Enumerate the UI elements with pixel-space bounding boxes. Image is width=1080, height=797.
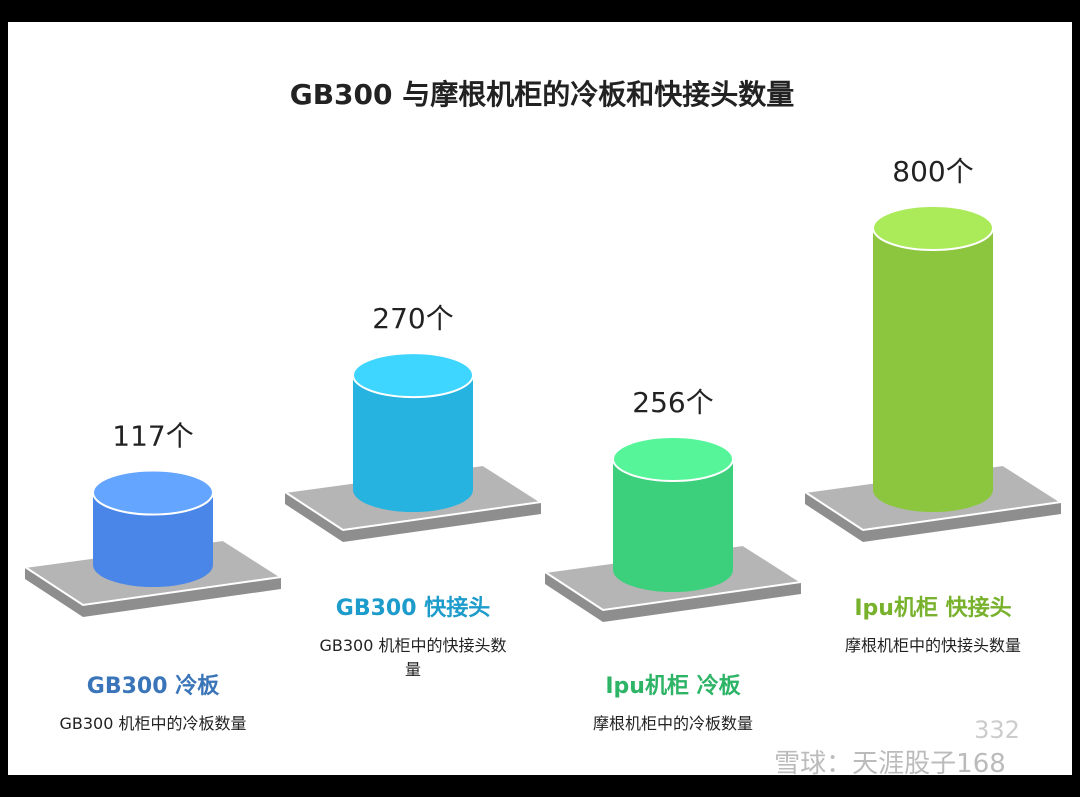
cylinder-top xyxy=(352,352,474,399)
category-label: Ipu机柜 快接头 xyxy=(854,596,1012,621)
category-label: GB300 冷板 xyxy=(86,674,220,699)
watermark: 雪球：天涯股子168 xyxy=(774,749,1006,779)
cylinder-top xyxy=(872,205,994,251)
description: 摩根机柜中的快接头数量 xyxy=(844,636,1021,655)
value-label: 117个 xyxy=(112,420,193,453)
description: 摩根机柜中的冷板数量 xyxy=(592,714,753,733)
category-label: GB300 快接头 xyxy=(335,596,491,621)
cylinder-top xyxy=(612,435,734,482)
cylinder xyxy=(612,435,734,592)
value-label: 800个 xyxy=(892,155,973,188)
value-label: 256个 xyxy=(632,386,713,419)
description: GB300 机柜中的冷板数量 xyxy=(59,714,247,733)
description: GB300 机柜中的快接头数量 xyxy=(319,636,507,679)
cylinder-body xyxy=(873,228,993,490)
value-label: 270个 xyxy=(372,302,453,335)
cylinder xyxy=(872,205,994,512)
cylinder-top xyxy=(92,469,214,516)
cylinder xyxy=(92,469,214,587)
chart-title: GB300 与摩根机柜的冷板和快接头数量 xyxy=(290,78,795,111)
cylinder xyxy=(352,352,474,512)
category-label: Ipu机柜 冷板 xyxy=(605,674,741,699)
watermark-count: 332 xyxy=(974,716,1020,744)
